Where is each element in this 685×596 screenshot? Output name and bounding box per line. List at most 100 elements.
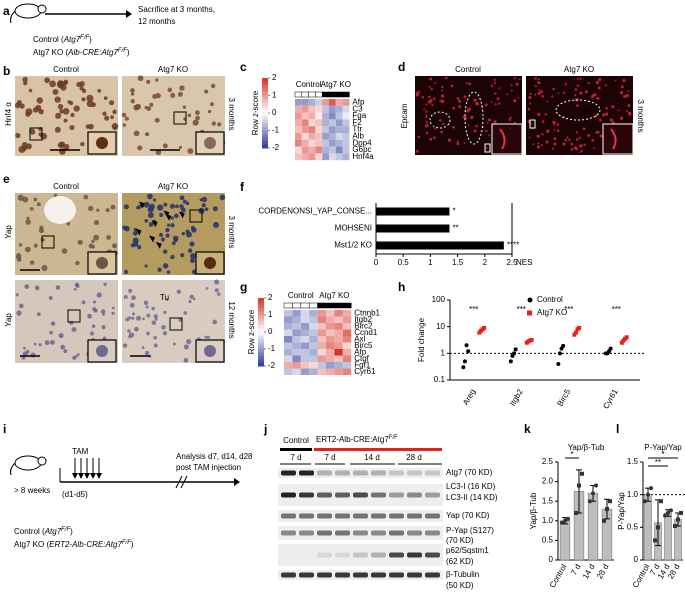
heat-cell	[301, 119, 309, 127]
point	[561, 343, 566, 348]
chart-title: P-Yap/Yap	[644, 443, 682, 452]
nucleus	[428, 95, 431, 99]
nucleus	[54, 96, 61, 103]
y-tick-label: 1.5	[627, 457, 639, 466]
nucleus	[429, 137, 433, 141]
band	[371, 572, 386, 578]
nucleus	[494, 92, 497, 95]
nucleus	[149, 203, 155, 210]
nucleus	[490, 101, 493, 103]
row-label: G6pc	[352, 145, 371, 154]
heat-cell	[342, 105, 350, 113]
nucleus	[163, 310, 167, 315]
nucleus	[597, 86, 601, 90]
nucleus	[153, 314, 158, 319]
nucleus	[122, 343, 128, 348]
panel-letter: c	[240, 60, 247, 74]
nucleus	[508, 118, 512, 121]
point	[572, 332, 577, 337]
heat-cell	[300, 342, 310, 349]
band	[371, 492, 386, 498]
nucleus	[188, 299, 192, 304]
nucleus	[209, 102, 214, 107]
nucleus	[36, 202, 41, 207]
point	[577, 325, 582, 330]
colorbar	[258, 349, 264, 353]
point	[656, 525, 660, 530]
nucleus	[212, 206, 218, 212]
heat-cell	[315, 146, 323, 154]
heat-cell	[335, 139, 343, 147]
heat-cell	[326, 310, 335, 317]
heat-cell	[322, 105, 329, 113]
sample-box	[317, 302, 327, 309]
nucleus	[552, 120, 556, 125]
x-tick-label: Control	[631, 562, 652, 589]
nucleus	[194, 110, 200, 116]
nucleus	[537, 78, 540, 81]
nucleus	[128, 288, 133, 293]
nucleus	[425, 121, 428, 124]
nucleus	[30, 352, 36, 358]
nucleus	[445, 76, 448, 80]
heat-cell	[342, 336, 352, 343]
mouse-icon	[10, 462, 16, 476]
nucleus	[183, 344, 189, 350]
nucleus	[468, 82, 471, 86]
heat-cell	[309, 310, 318, 317]
nucleus	[210, 83, 216, 89]
heat-cell	[301, 126, 309, 133]
nucleus	[26, 216, 30, 221]
nucleus	[513, 121, 516, 124]
nucleus	[498, 87, 501, 90]
point	[566, 516, 570, 521]
point	[512, 351, 517, 356]
sample-box	[283, 302, 293, 309]
nucleus	[185, 229, 190, 234]
heat-cell	[335, 146, 343, 154]
genotype-part: )	[127, 48, 130, 57]
y-tick-label: 0.5	[627, 522, 639, 531]
colorbar	[262, 102, 268, 107]
nucleus	[48, 295, 53, 300]
nucleus	[614, 79, 617, 82]
point	[619, 340, 624, 345]
nucleus	[570, 142, 574, 146]
nucleus	[192, 119, 199, 126]
band	[371, 552, 386, 558]
heat-cell	[295, 153, 302, 161]
nucleus	[167, 223, 171, 227]
colorbar	[262, 88, 268, 93]
nucleus	[490, 84, 494, 87]
heat-cell	[342, 146, 350, 154]
nucleus	[124, 116, 129, 121]
nucleus	[593, 147, 596, 150]
heat-cell	[326, 362, 335, 369]
mouse-icon	[37, 4, 47, 14]
nucleus	[537, 91, 541, 95]
point	[624, 335, 629, 340]
panel-letter: e	[3, 172, 10, 186]
heat-cell	[342, 316, 352, 323]
band	[353, 530, 368, 536]
colorbar	[262, 78, 268, 82]
nucleus	[534, 93, 537, 96]
point	[508, 359, 513, 364]
nucleus	[52, 88, 59, 95]
colorbar	[258, 328, 264, 333]
nucleus	[529, 102, 531, 105]
band	[389, 572, 404, 578]
nucleus	[417, 135, 420, 139]
inset-nucleus	[204, 137, 216, 149]
sample-box	[300, 302, 310, 309]
nucleus	[132, 237, 139, 244]
column-label: Control	[455, 65, 481, 74]
nucleus	[575, 138, 579, 141]
nucleus	[513, 77, 516, 80]
region-label: Tu	[160, 293, 169, 302]
point	[679, 510, 683, 515]
nucleus	[562, 91, 566, 94]
heat-cell	[300, 349, 310, 356]
nucleus	[131, 316, 135, 320]
group-label: Control	[283, 436, 309, 445]
